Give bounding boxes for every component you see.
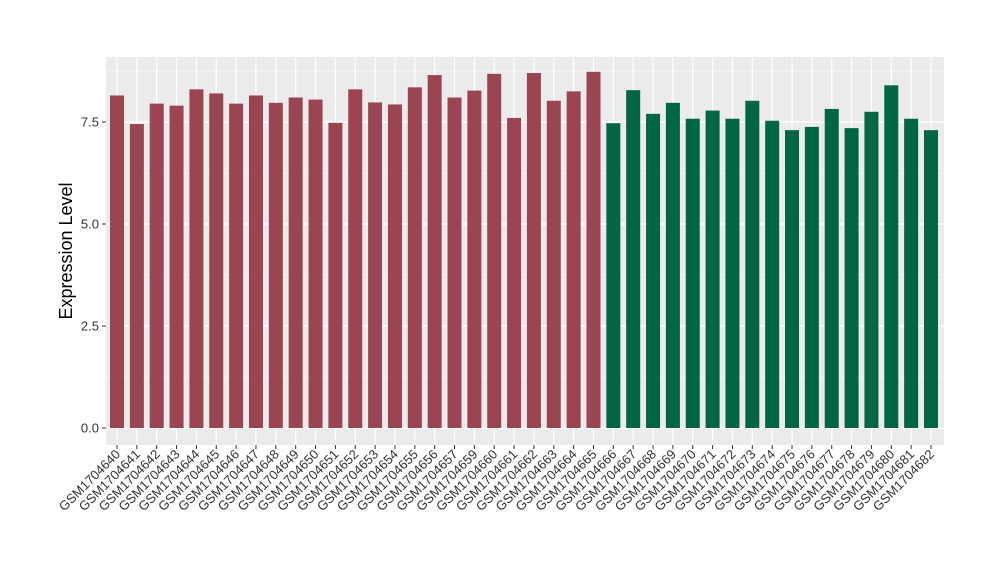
bar — [844, 128, 859, 428]
bar — [526, 73, 541, 428]
bar — [169, 105, 184, 429]
bar — [447, 97, 462, 429]
bar — [149, 103, 164, 428]
y-tick-label: 7.5 — [81, 115, 99, 130]
bar — [129, 124, 144, 428]
bar — [427, 75, 442, 428]
y-axis: 0.0 2.5 5.0 7.5 — [81, 115, 106, 436]
bar — [407, 87, 422, 428]
bar — [229, 103, 244, 428]
x-axis: GSM1704640GSM1704641GSM1704642GSM1704643… — [56, 445, 937, 514]
bar — [328, 122, 343, 428]
bar — [626, 90, 641, 429]
bar — [248, 95, 263, 428]
bar — [705, 110, 720, 429]
bar — [268, 102, 283, 428]
bar — [685, 118, 700, 429]
bar — [804, 126, 819, 429]
bar — [665, 102, 680, 428]
bar — [110, 95, 124, 428]
bar — [387, 104, 402, 429]
y-axis-title: Expression Level — [56, 182, 76, 319]
bar — [308, 99, 323, 428]
bar — [487, 73, 502, 428]
bar — [745, 100, 760, 428]
bar — [765, 120, 780, 428]
bar — [824, 108, 839, 428]
bar — [904, 118, 919, 429]
bar — [864, 111, 879, 429]
bar — [586, 71, 601, 428]
bar — [209, 93, 224, 428]
bar — [924, 130, 938, 428]
y-tick-label: 5.0 — [81, 217, 99, 232]
bar — [785, 130, 800, 428]
bar — [884, 85, 899, 428]
bar — [288, 97, 303, 429]
bars — [110, 71, 938, 429]
bar — [348, 89, 363, 429]
bar — [546, 100, 561, 428]
bar — [606, 123, 621, 428]
bar — [507, 117, 522, 429]
bar — [566, 91, 581, 429]
bar — [725, 118, 740, 429]
y-tick-label: 2.5 — [81, 319, 99, 334]
bar — [646, 113, 661, 428]
y-tick-label: 0.0 — [81, 421, 99, 436]
bar — [368, 102, 383, 428]
bar — [467, 90, 482, 429]
bar — [189, 89, 204, 429]
